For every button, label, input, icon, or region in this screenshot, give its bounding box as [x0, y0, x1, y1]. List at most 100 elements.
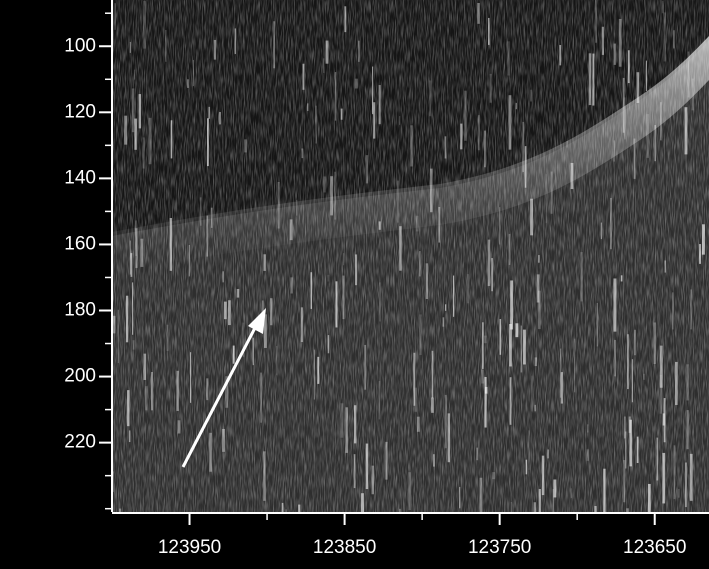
streak	[206, 118, 209, 167]
streak	[690, 289, 692, 330]
streak	[507, 41, 510, 76]
streak	[415, 215, 419, 232]
streak	[586, 449, 590, 461]
streak	[550, 171, 553, 214]
streak	[478, 115, 480, 151]
streak	[130, 253, 133, 277]
streak	[114, 3, 116, 30]
streak	[663, 12, 666, 62]
streak	[528, 430, 530, 470]
streak	[413, 352, 416, 406]
echogram	[112, 0, 709, 512]
streak	[273, 21, 276, 69]
streak	[398, 508, 401, 512]
streak	[675, 361, 678, 405]
streak	[112, 315, 116, 334]
streak	[165, 29, 167, 62]
streak	[222, 428, 226, 452]
streak	[354, 254, 358, 286]
streak	[444, 136, 447, 159]
streak	[169, 217, 172, 271]
streak	[653, 322, 656, 364]
streak	[199, 197, 202, 226]
streak	[610, 197, 612, 250]
streak	[343, 253, 345, 266]
streak	[430, 168, 433, 213]
streak	[416, 416, 420, 432]
x-tick-label: 123750	[468, 537, 531, 558]
streak	[361, 493, 364, 512]
streak	[592, 53, 595, 106]
streak	[145, 386, 148, 411]
streak	[143, 0, 146, 49]
streak	[281, 502, 284, 512]
streak	[302, 63, 305, 90]
streak	[444, 304, 447, 311]
streak	[673, 30, 675, 49]
streak	[570, 162, 574, 190]
streak	[552, 489, 555, 512]
streak	[345, 407, 348, 453]
streak	[477, 2, 480, 24]
streak	[627, 334, 629, 390]
streak	[186, 79, 189, 88]
streak	[431, 397, 434, 413]
streak	[560, 372, 564, 404]
streak	[541, 455, 545, 496]
streak	[289, 219, 293, 241]
streak	[614, 339, 616, 377]
streak	[298, 504, 301, 512]
streak	[634, 329, 636, 356]
streak	[340, 403, 344, 438]
streak	[509, 324, 512, 367]
streak	[510, 502, 512, 512]
streak	[483, 335, 487, 344]
streak	[515, 102, 517, 110]
streak	[129, 41, 131, 53]
streak	[301, 148, 304, 159]
y-tick-label: 180	[64, 300, 96, 321]
streak	[476, 447, 479, 461]
streak	[620, 275, 623, 282]
streak	[364, 344, 367, 390]
streak	[442, 317, 445, 327]
streak	[574, 338, 576, 393]
streak	[365, 155, 369, 184]
streak	[213, 39, 217, 60]
streak	[313, 349, 316, 400]
streak	[628, 416, 631, 433]
streak	[208, 106, 211, 119]
streak	[499, 207, 501, 245]
annotation-arrow	[181, 308, 266, 468]
streak	[151, 372, 153, 411]
streak	[222, 271, 224, 283]
axes: 100 120 140 160 180 200 220 123950 123850 123750 1…	[64, 12, 686, 558]
streak	[188, 245, 190, 277]
streak	[613, 278, 617, 332]
streak	[118, 508, 122, 512]
streak	[618, 18, 622, 67]
streak	[190, 352, 192, 403]
streak	[686, 364, 689, 401]
streak	[234, 28, 236, 55]
streak	[686, 410, 689, 450]
streak	[534, 404, 536, 412]
streak	[559, 348, 562, 398]
streak	[648, 483, 651, 512]
streak	[537, 290, 541, 330]
streak	[263, 254, 266, 271]
streak	[378, 85, 381, 125]
streak	[484, 376, 487, 428]
streak	[547, 449, 549, 459]
streak	[290, 277, 293, 294]
streak	[373, 102, 376, 139]
streak	[633, 138, 636, 179]
streak	[678, 488, 680, 498]
streak	[479, 477, 483, 512]
streak	[431, 350, 434, 399]
streak	[142, 137, 145, 169]
streak	[594, 505, 597, 512]
streak	[691, 78, 694, 111]
streak	[524, 146, 527, 188]
streak	[481, 369, 484, 384]
